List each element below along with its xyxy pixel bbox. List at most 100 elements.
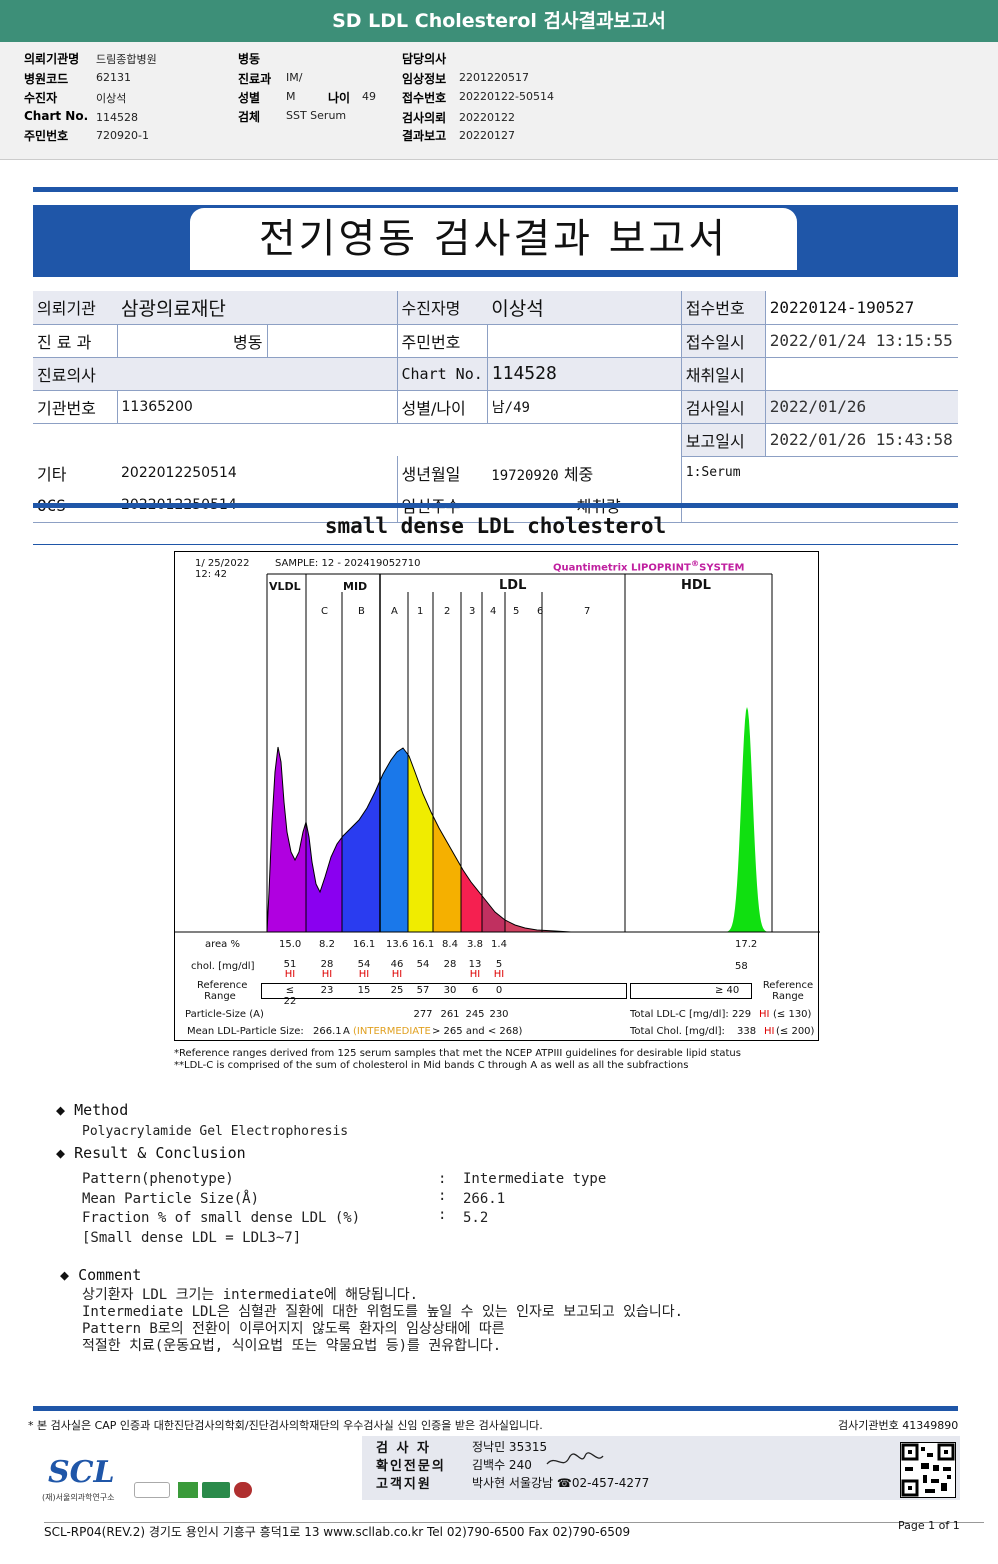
hi-flag: HI (358, 969, 370, 980)
header-label: 병원코드 (24, 72, 69, 86)
info-label: 채취일시 (680, 357, 766, 391)
hdl-peak (723, 707, 773, 932)
area-value: 16.1 (353, 939, 376, 950)
header-value: SST Serum (286, 109, 347, 122)
staff-label: 검 사 자 (376, 1441, 431, 1456)
qr-code-svg (901, 1443, 955, 1497)
header-value: IM/ (286, 71, 303, 84)
chart-notes: *Reference ranges derived from 125 serum… (174, 1048, 854, 1072)
band-label: 2 (444, 606, 451, 617)
area-value: 13.6 (386, 939, 409, 950)
profile-segment (461, 866, 482, 932)
result-colon: : (438, 1188, 447, 1204)
band-label: 4 (490, 606, 497, 617)
group-label-mid: MID (343, 580, 368, 593)
area-value: 8.4 (442, 939, 458, 950)
info-value: 삼광의료재단 (117, 291, 397, 325)
particle-value: 245 (465, 1009, 485, 1020)
band-label: 3 (469, 606, 476, 617)
ref-value: 6 (471, 985, 479, 996)
header-label: 진료과 (238, 72, 272, 86)
header-value: 62131 (96, 71, 131, 84)
chart-time: 12: 42 (195, 569, 227, 580)
hi-flag: HI (493, 969, 505, 980)
band-label: A (391, 606, 398, 617)
header-label: 접수번호 (402, 91, 447, 105)
divider (33, 544, 958, 545)
info-label: 주민번호 (396, 324, 488, 358)
info-label: 보고일시 (680, 423, 766, 457)
scl-logo-sub: (재)서울의과학연구소 (42, 1493, 115, 1502)
chart-date: 1/ 25/2022 (195, 558, 250, 569)
header-value: 114528 (96, 111, 138, 124)
hi-flag: HI (284, 969, 296, 980)
chart-note: **LDL-C is comprised of the sum of chole… (174, 1060, 689, 1071)
chart-svg (175, 573, 820, 933)
result-heading: ◆ Result & Conclusion (56, 1144, 246, 1162)
divider (33, 503, 958, 508)
header-value: 20220122-50514 (459, 90, 554, 103)
mean-paren: ( (353, 1026, 357, 1037)
particle-value: 261 (440, 1009, 460, 1020)
header-value: M (286, 90, 296, 103)
comment-line: Intermediate LDL은 심혈관 질환에 대한 위험도를 높일 수 있… (82, 1304, 684, 1320)
band-label: 5 (513, 606, 520, 617)
comment-title: Comment (78, 1266, 142, 1284)
result-colon: : (438, 1171, 447, 1187)
area-value: 8.2 (319, 939, 335, 950)
header-label: 담당의사 (402, 52, 447, 66)
chol-value: 54 (357, 959, 371, 970)
info-label: 진 료 과 (33, 324, 117, 358)
row-label-chol: chol. [mg/dl] (191, 961, 255, 972)
area-value: 3.8 (467, 939, 483, 950)
profile-segment (482, 895, 505, 932)
comment-line: 적절한 치료(운동요법, 식이요법 또는 약물요법 등)를 권유합니다. (82, 1338, 502, 1354)
group-label-ldl: LDL (499, 578, 527, 593)
report-top-title: SD LDL Cholesterol 검사결과보고서 (0, 0, 998, 42)
info-label: 접수번호 (680, 291, 766, 325)
ref-value: 15 (357, 985, 371, 996)
hi-flag: HI (391, 969, 403, 980)
ref-value: ≤ 22 (283, 985, 297, 1007)
divider (44, 1522, 984, 1523)
page-number: Page 1 of 1 (898, 1519, 960, 1532)
staff-label: 확인전문의 (376, 1459, 446, 1474)
result-colon: : (438, 1207, 447, 1223)
header-value: 20220122 (459, 111, 515, 124)
chol-value: 46 (390, 959, 404, 970)
row-label-particle: Particle-Size (A) (185, 1009, 264, 1020)
header-label: 검사의뢰 (402, 111, 447, 125)
profile-segment (342, 780, 380, 932)
info-label: 기관번호 (33, 390, 117, 424)
header-label: 결과보고 (402, 129, 447, 143)
info-value: 병동 (116, 324, 268, 358)
ref-value: 25 (390, 985, 404, 996)
band-label: 7 (584, 606, 591, 617)
result-value: 5.2 (463, 1210, 489, 1226)
header-value: 20220127 (459, 129, 515, 142)
info-value (117, 357, 397, 391)
header-label: 주민번호 (24, 129, 69, 143)
area-value: 15.0 (279, 939, 302, 950)
info-value: 11365200 (116, 390, 397, 424)
header-value: 720920-1 (96, 129, 149, 142)
hdl-chol: 58 (735, 961, 748, 972)
band-label: 6 (537, 606, 544, 617)
result-title: Result & Conclusion (74, 1144, 246, 1162)
lab-number: 검사기관번호 41349890 (838, 1419, 959, 1432)
method-heading: ◆ Method (56, 1101, 128, 1119)
chart-sample: SAMPLE: 12 - 202419052710 (275, 558, 421, 569)
info-value (764, 357, 958, 391)
chart-brand: Quantimetrix LIPOPRINT®SYSTEM (553, 558, 744, 573)
chart-brand-tail: SYSTEM (699, 562, 745, 574)
info-value: 2022/01/26 (764, 390, 958, 424)
info-value: 2022/01/24 13:15:55 (764, 324, 958, 358)
diamond-icon: ◆ (56, 1144, 75, 1162)
result-value: 266.1 (463, 1191, 506, 1207)
info-label: 접수일시 (680, 324, 766, 358)
chart-brand-mark: ® (690, 558, 700, 568)
profile-segment (433, 816, 461, 932)
section-title: small dense LDL cholesterol (324, 514, 667, 538)
tchol-flag: HI (764, 1026, 775, 1037)
scl-logo: SCL (48, 1455, 115, 1490)
